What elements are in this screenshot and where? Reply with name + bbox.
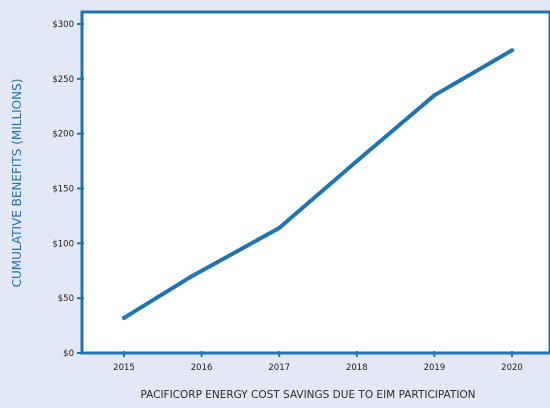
series-point xyxy=(432,93,437,98)
y-tick-label: $250 xyxy=(52,75,74,85)
y-tick-label: $300 xyxy=(52,20,74,30)
y-axis-title: CUMULATIVE BENEFITS (MILLIONS) xyxy=(10,79,24,288)
y-tick-label: $50 xyxy=(58,294,74,304)
y-axis-ticks: $0 $50 $100 $150 $200 $250 $300 xyxy=(52,20,84,359)
series-point xyxy=(122,315,126,320)
y-tick-label: $150 xyxy=(52,185,74,195)
y-tick-label: $0 xyxy=(63,349,74,359)
series-point xyxy=(187,275,192,280)
series-line xyxy=(122,48,514,320)
x-tick-label: 2015 xyxy=(113,363,135,373)
series-point xyxy=(510,48,514,53)
series-point xyxy=(277,225,282,230)
x-axis-ticks: 2015 2016 2017 2018 2019 2020 xyxy=(113,351,523,373)
series-point xyxy=(354,159,359,164)
series-layer xyxy=(122,48,514,320)
x-tick-label: 2020 xyxy=(501,363,523,373)
y-tick-label: $100 xyxy=(52,239,74,249)
x-tick-label: 2018 xyxy=(346,363,368,373)
x-tick-label: 2016 xyxy=(191,363,213,373)
x-tick-label: 2017 xyxy=(268,363,290,373)
y-tick-label: $200 xyxy=(52,130,74,140)
x-tick-label: 2019 xyxy=(424,363,446,373)
x-axis-title: PACIFICORP ENERGY COST SAVINGS DUE TO EI… xyxy=(140,389,475,401)
